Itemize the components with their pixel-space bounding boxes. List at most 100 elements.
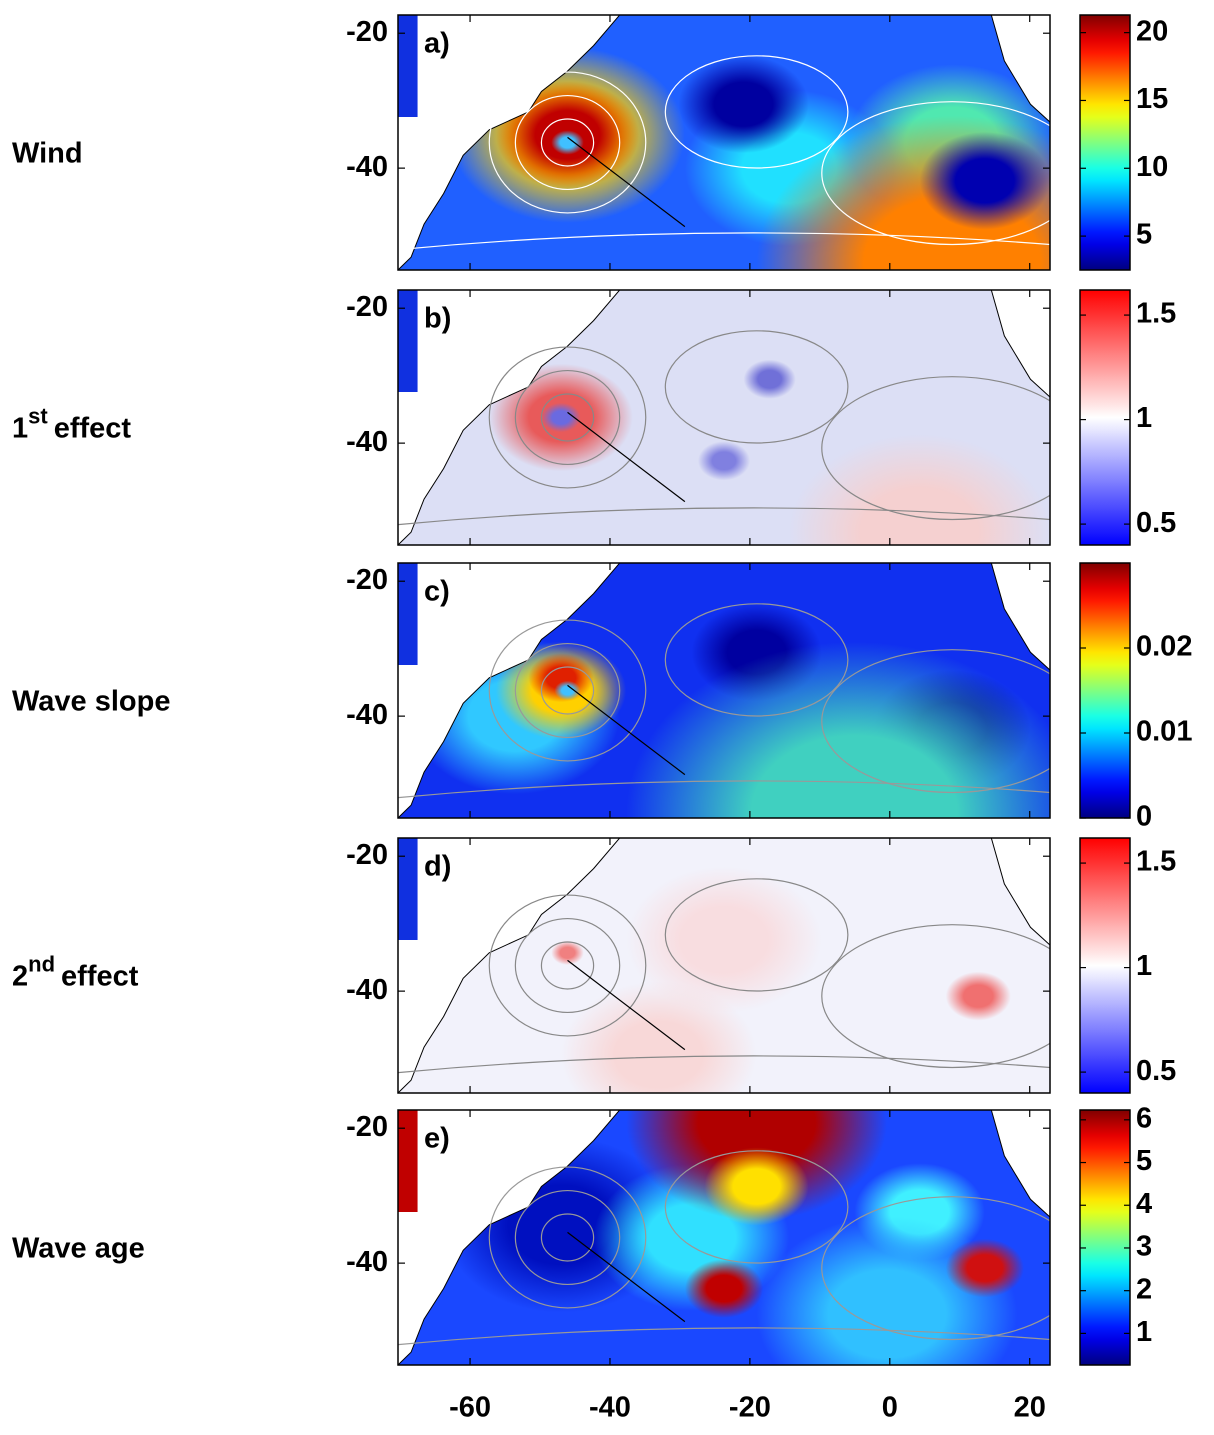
colorbar-tick-label: 3	[1136, 1231, 1152, 1263]
contour	[514, 1189, 621, 1286]
row-label-text: 1	[12, 412, 28, 444]
field-patch	[678, 55, 809, 154]
contour	[488, 71, 647, 214]
colorbar-tick-label: 4	[1136, 1188, 1152, 1220]
row-label: Wave slope	[12, 685, 170, 717]
land	[398, 15, 621, 270]
storm-track	[567, 959, 686, 1051]
colorbar-tick-label: 6	[1136, 1102, 1152, 1134]
row-label: Wind	[12, 137, 83, 169]
contour	[664, 55, 849, 169]
panel: d) -20 -40 2nd effect 0.5 1 1.5	[12, 837, 1176, 1094]
frame	[397, 837, 1051, 1094]
panel-label: d)	[424, 851, 451, 883]
contour	[398, 1055, 1050, 1074]
contour	[664, 878, 849, 992]
storm-track	[567, 411, 686, 503]
y-tick-label: -20	[346, 839, 388, 871]
field-patch	[541, 402, 581, 433]
field-patch	[945, 1238, 1024, 1298]
field-patch	[551, 940, 584, 965]
row-label-sup: nd	[28, 951, 55, 976]
contour	[821, 1196, 1050, 1341]
x-tick-label: 0	[882, 1392, 898, 1424]
y-tick-label: -40	[346, 699, 388, 731]
storm-track	[567, 1231, 686, 1323]
panel-label: c)	[424, 576, 450, 608]
contour	[664, 603, 849, 717]
contour	[821, 649, 1050, 794]
row-label-text: Wave slope	[12, 685, 170, 717]
y-tick-label: -40	[346, 151, 388, 183]
land	[398, 1110, 621, 1365]
land	[990, 838, 1050, 946]
x-tick-label: 20	[1014, 1392, 1046, 1424]
frame	[397, 289, 1051, 546]
colorbar-tick-label: 1	[1136, 950, 1152, 982]
y-tick-label: -40	[346, 1246, 388, 1278]
contour	[488, 619, 647, 762]
row-label-rest: effect	[54, 412, 132, 444]
colorbar-tick-label: 1.5	[1136, 846, 1176, 878]
contour	[514, 642, 621, 739]
field-patch	[684, 1259, 764, 1318]
land	[398, 563, 621, 818]
contour	[488, 1166, 647, 1309]
y-tick-label: -20	[346, 291, 388, 323]
contour	[540, 941, 595, 990]
row-label-text: 2	[12, 960, 28, 992]
contour	[488, 894, 647, 1037]
contour	[540, 118, 595, 167]
colorbar	[1079, 1109, 1131, 1366]
contour	[821, 101, 1050, 246]
contour	[398, 507, 1050, 526]
colorbar-tick-label: 5	[1136, 1145, 1152, 1177]
colorbar	[1079, 289, 1131, 546]
land-strip	[398, 563, 418, 665]
colorbar-tick-label: 1	[1136, 1316, 1152, 1348]
contour	[664, 330, 849, 444]
field-patch	[551, 130, 584, 155]
colorbar-tick-label: 0.02	[1136, 631, 1192, 663]
land	[398, 290, 621, 545]
row-label-sup: st	[28, 403, 48, 428]
colorbar	[1079, 837, 1131, 1094]
x-tick-label: -60	[449, 1392, 491, 1424]
colorbar-tick-label: 1	[1136, 402, 1152, 434]
row-label-text: Wind	[12, 137, 83, 169]
field	[398, 290, 1050, 545]
land	[990, 15, 1050, 123]
colorbar-tick-label: 5	[1136, 219, 1152, 251]
land	[398, 838, 621, 1093]
field	[398, 838, 1050, 1093]
contour	[398, 780, 1050, 799]
row-label-rest: effect	[61, 960, 139, 992]
panel-label: e)	[424, 1123, 450, 1155]
land	[990, 290, 1050, 398]
panel: a) -20 -40 Wind 5 10 15 20	[12, 14, 1168, 271]
land-strip	[398, 290, 418, 392]
field-patch	[919, 131, 1050, 230]
field	[398, 15, 1050, 270]
field-patch	[626, 866, 822, 1014]
field	[398, 563, 1050, 818]
x-tick-label: -40	[589, 1392, 631, 1424]
frame	[397, 562, 1051, 819]
field-patch	[704, 1147, 809, 1226]
panel-label: a)	[424, 28, 450, 60]
frame	[397, 14, 1051, 271]
field-patch	[945, 971, 1011, 1021]
contour	[540, 393, 595, 442]
colorbar-tick-label: 0.01	[1136, 716, 1192, 748]
colorbar-tick-label: 0.5	[1136, 1055, 1176, 1087]
contour	[540, 1213, 595, 1262]
contour	[398, 1327, 1050, 1346]
contour	[540, 666, 595, 715]
panel: e) -20 -40 -60 -40 -20 0 20 Wave age 1 2 3 4 5 6	[12, 1102, 1152, 1424]
field-patch	[626, 641, 1050, 818]
panel: c) -20 -40 Wave slope 0 0.01 0.02	[12, 562, 1192, 833]
land-strip	[398, 838, 418, 940]
contour	[514, 94, 621, 191]
colorbar-tick-label: 10	[1136, 151, 1168, 183]
